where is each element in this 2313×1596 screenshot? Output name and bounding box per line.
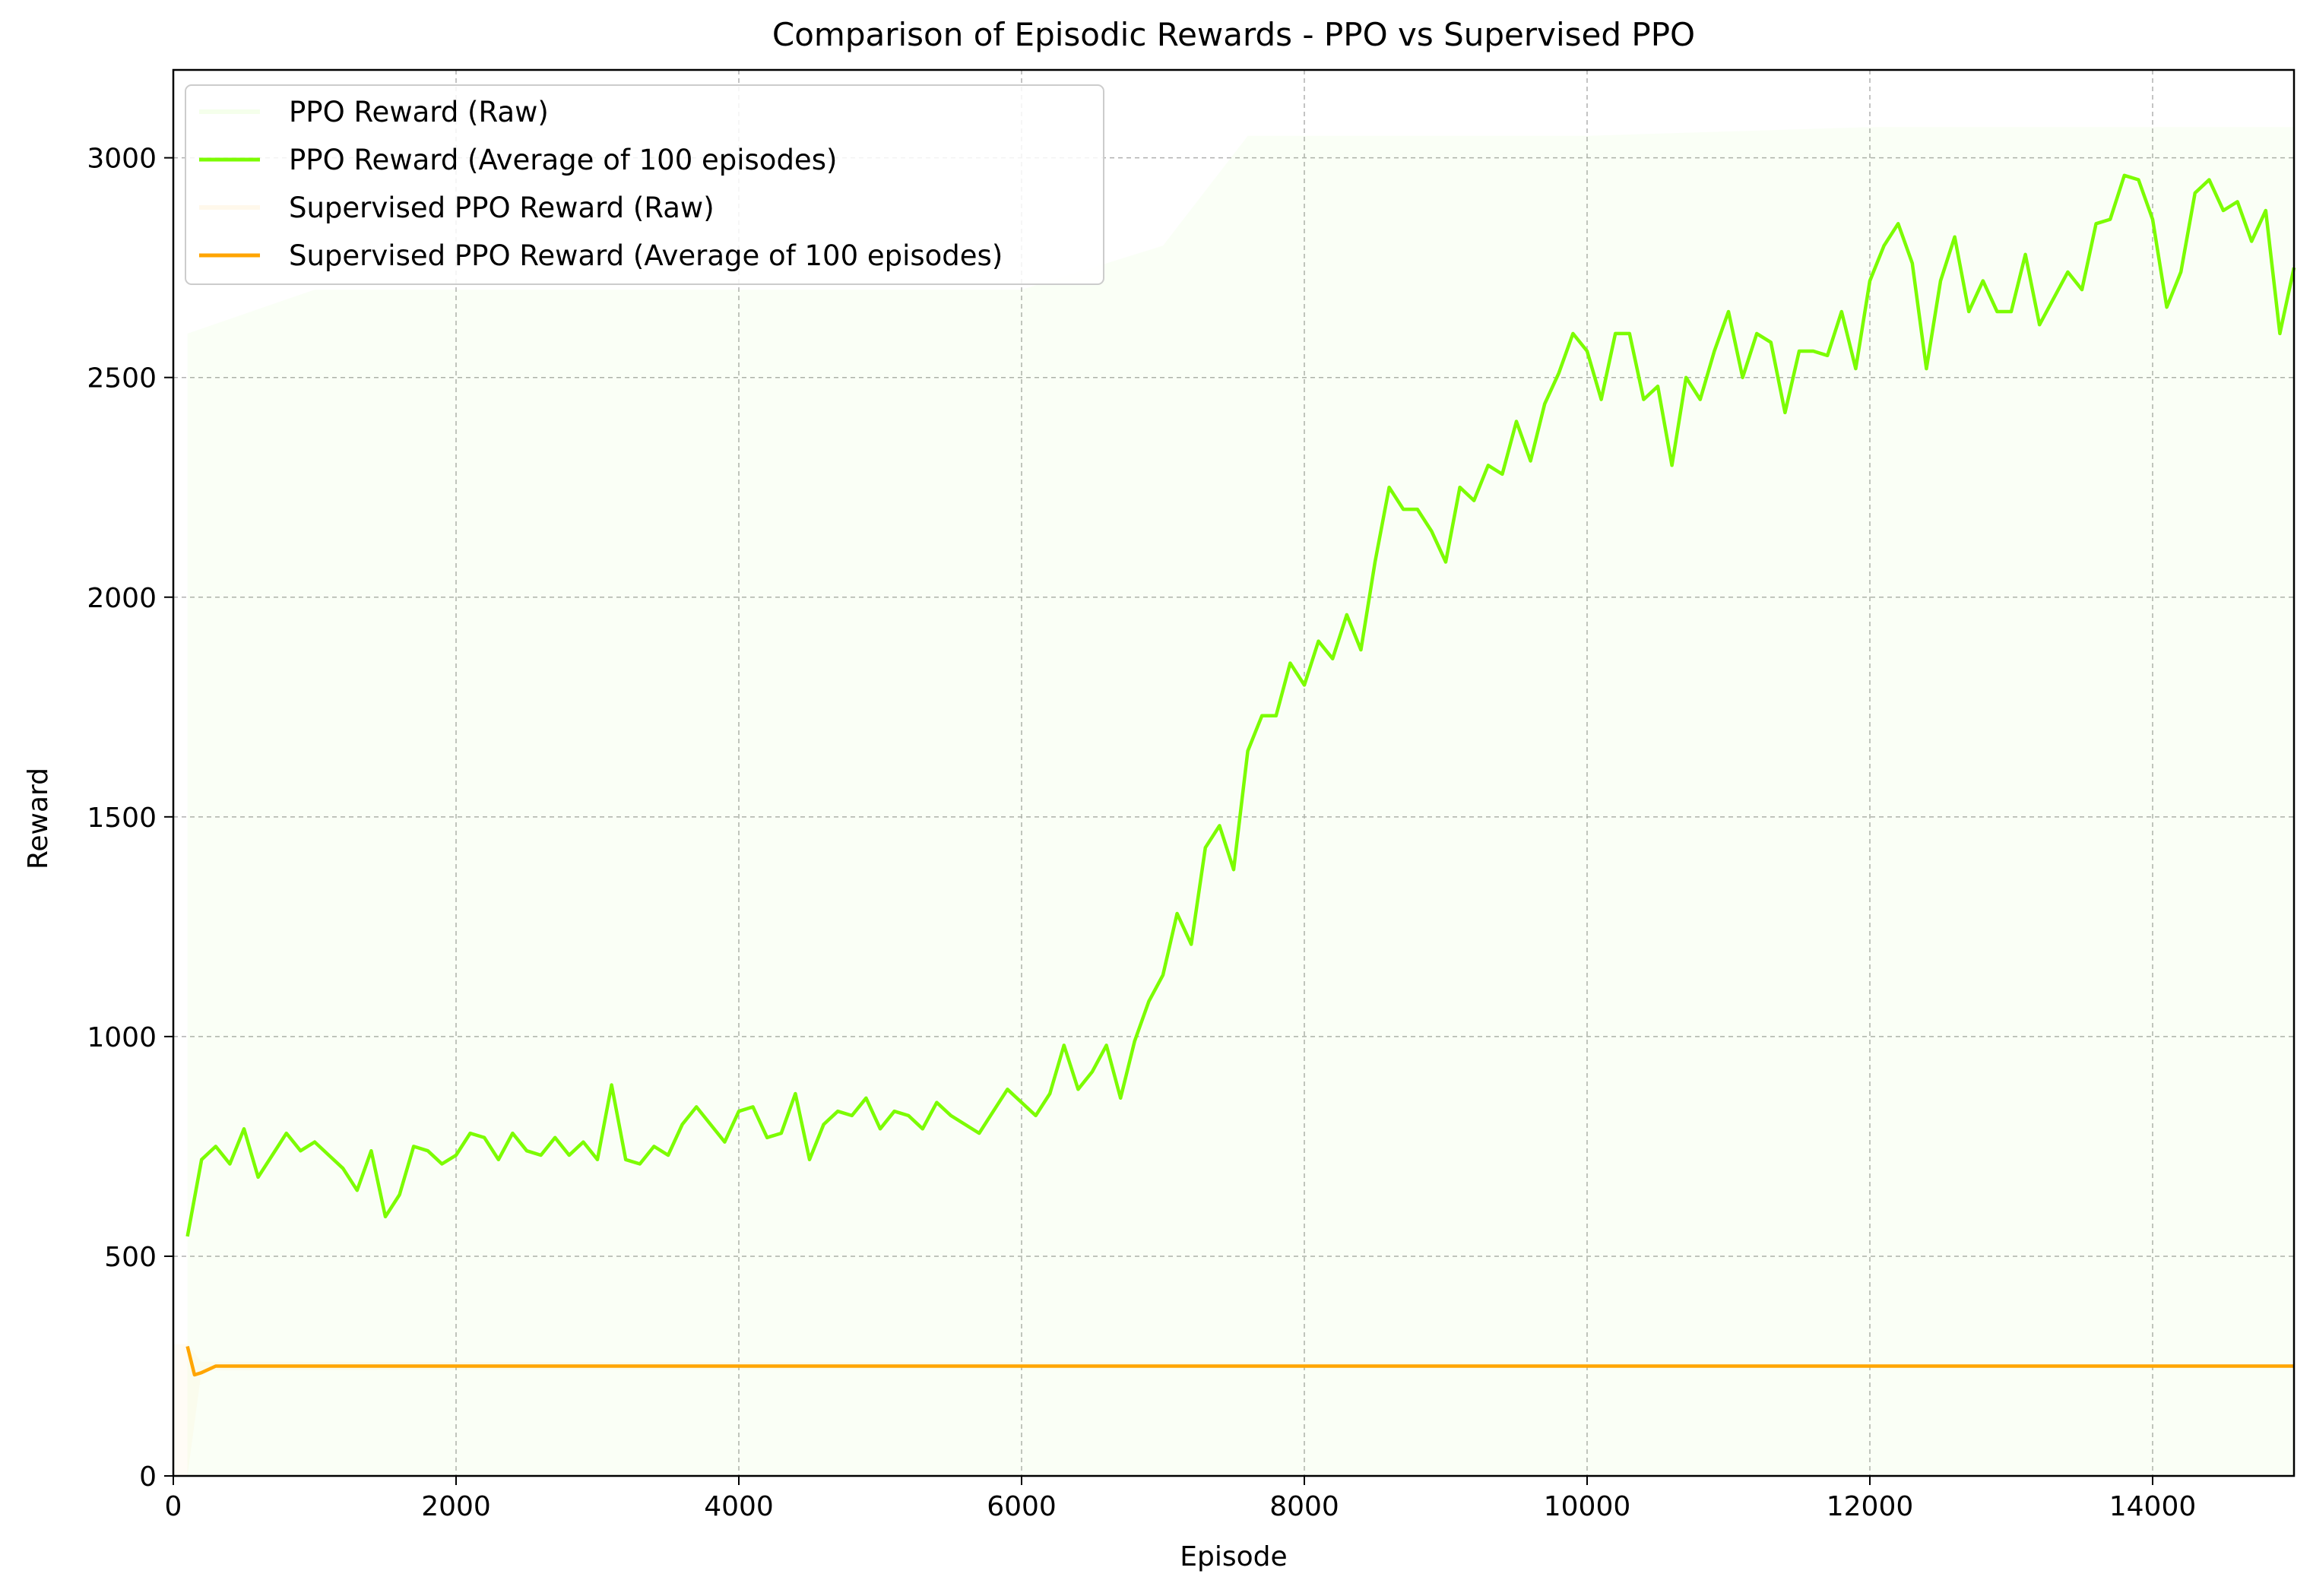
y-tick-label: 1000 (87, 1022, 157, 1053)
y-tick-label: 0 (139, 1461, 157, 1493)
series-line-supervised-ppo-reward-average-of-100-episodes (185, 1345, 2294, 1377)
y-tick-label: 1500 (87, 803, 157, 834)
x-tick-label: 10000 (1544, 1491, 1631, 1522)
chart-title: Comparison of Episodic Rewards - PPO vs … (772, 16, 1695, 53)
x-tick-label: 14000 (2109, 1491, 2197, 1522)
x-axis-label: Episode (1180, 1541, 1287, 1572)
legend: PPO Reward (Raw) PPO Reward (Average of … (185, 84, 1104, 285)
x-tick-label: 12000 (1827, 1491, 1914, 1522)
plot-frame (172, 68, 2296, 1477)
legend-label-supervised-raw: Supervised PPO Reward (Raw) (289, 192, 714, 224)
y-tick-label: 2000 (87, 583, 157, 614)
y-tick-label: 2500 (87, 363, 157, 394)
legend-box (185, 84, 1104, 285)
legend-label-ppo-raw: PPO Reward (Raw) (289, 96, 549, 128)
x-tick-label: 8000 (1269, 1491, 1339, 1522)
series-lines (185, 173, 2296, 1377)
y-axis-label: Reward (23, 768, 54, 869)
y-tick-label: 500 (104, 1242, 157, 1273)
legend-label-supervised-avg: Supervised PPO Reward (Average of 100 ep… (289, 239, 1003, 272)
legend-label-ppo-avg: PPO Reward (Average of 100 episodes) (289, 144, 837, 176)
raw-reward-bands (173, 127, 2294, 1476)
series-line-ppo-reward-average-of-100-episodes (185, 173, 2296, 1237)
x-tick-label: 0 (165, 1491, 182, 1522)
x-tick-label: 2000 (421, 1491, 491, 1522)
x-tick-label: 4000 (704, 1491, 774, 1522)
x-tick-label: 6000 (987, 1491, 1057, 1522)
axis-ticks: 0 2000 4000 6000 8000 10000 12000 14000 0 500 1000… (87, 144, 2196, 1522)
y-tick-label: 3000 (87, 144, 157, 175)
